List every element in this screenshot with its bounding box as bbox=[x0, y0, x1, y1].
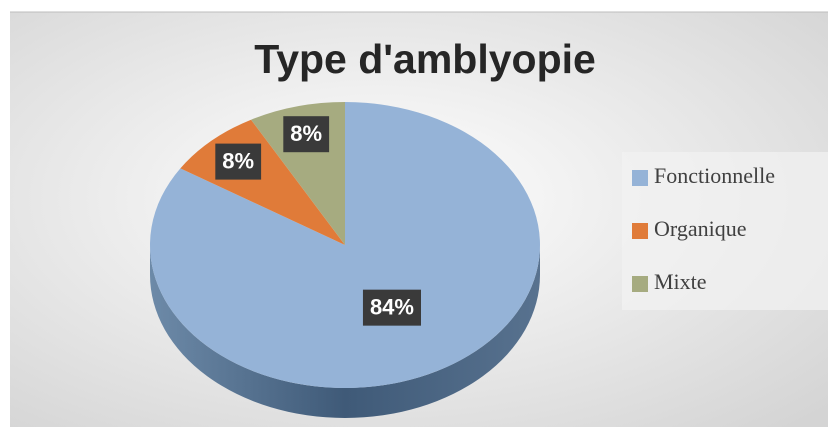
chart-title: Type d'amblyopie bbox=[254, 36, 596, 82]
data-label: 84% bbox=[370, 294, 414, 319]
data-label: 8% bbox=[290, 121, 322, 146]
data-label-box bbox=[362, 289, 421, 326]
legend-label: Fonctionnelle bbox=[654, 163, 775, 188]
legend-label: Mixte bbox=[654, 269, 707, 294]
legend-swatch bbox=[632, 276, 648, 292]
slice-side bbox=[150, 245, 540, 418]
legend-label: Organique bbox=[654, 216, 746, 241]
legend-swatch bbox=[632, 223, 648, 239]
legend-panel bbox=[622, 152, 828, 310]
data-label-box bbox=[283, 116, 330, 153]
legend-swatch bbox=[632, 170, 648, 186]
data-label: 8% bbox=[222, 148, 254, 173]
data-label-box bbox=[215, 143, 262, 180]
